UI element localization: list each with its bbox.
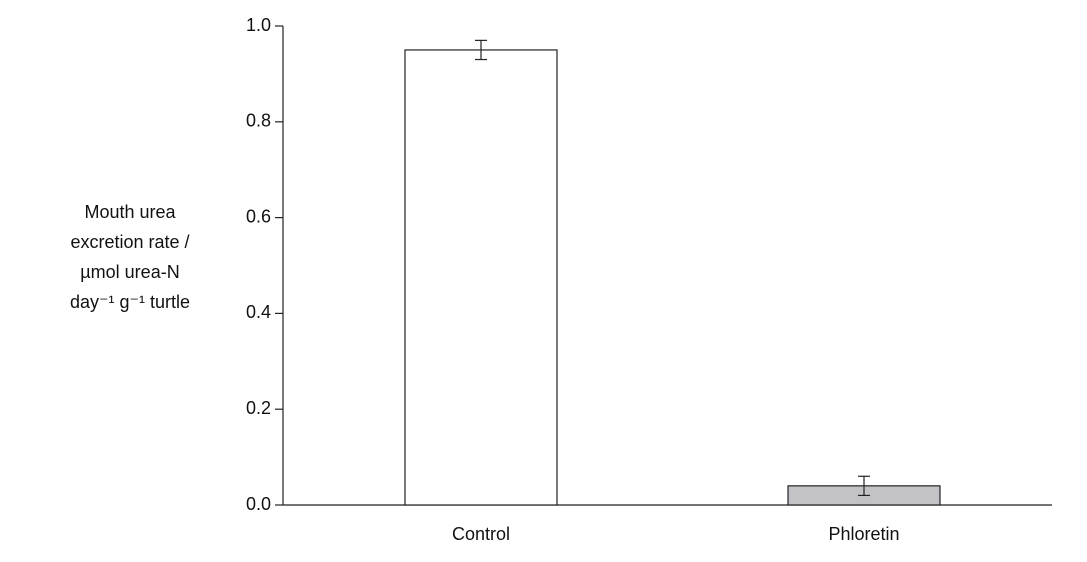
y-axis-label: µmol urea-N — [80, 262, 179, 282]
bar — [404, 49, 558, 506]
y-tick-label: 0.6 — [246, 206, 271, 226]
y-tick-label: 1.0 — [246, 15, 271, 35]
y-axis-label: excretion rate / — [70, 232, 189, 252]
x-tick-label: Phloretin — [828, 524, 899, 544]
y-axis-label: Mouth urea — [84, 202, 176, 222]
x-tick-label: Control — [452, 524, 510, 544]
y-tick-label: 0.2 — [246, 398, 271, 418]
y-axis-label: day⁻¹ g⁻¹ turtle — [70, 292, 190, 312]
y-tick-label: 0.0 — [246, 494, 271, 514]
y-tick-label: 0.4 — [246, 302, 271, 322]
y-tick-label: 0.8 — [246, 111, 271, 131]
